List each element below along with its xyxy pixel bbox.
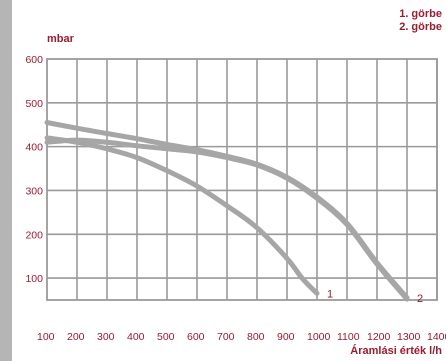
y-axis-label: mbar <box>47 33 74 45</box>
legend-entry-1: 1. görbe <box>399 8 442 20</box>
curves <box>44 120 410 302</box>
x-tick-label: 100 <box>37 331 55 343</box>
curve-series-1 <box>44 135 320 296</box>
x-axis-ticks: 100 200 300 400 500 600 700 800 900 1000 1100 1200 1… <box>37 331 446 343</box>
y-tick-label: 200 <box>25 229 43 241</box>
x-tick-label: 1100 <box>337 331 360 343</box>
x-tick-label: 800 <box>247 331 265 343</box>
y-tick-label: 400 <box>25 142 43 154</box>
x-tick-label: 500 <box>157 331 175 343</box>
x-tick-label: 1300 <box>397 331 421 343</box>
x-tick-label: 300 <box>97 331 115 343</box>
y-tick-label: 500 <box>25 98 43 110</box>
x-axis-label: Áramlási érték l/h <box>350 345 442 357</box>
y-tick-label: 100 <box>25 273 43 285</box>
x-tick-label: 200 <box>67 331 85 343</box>
x-tick-label: 1200 <box>367 331 391 343</box>
x-tick-label: 700 <box>217 331 235 343</box>
x-tick-label: 600 <box>187 331 205 343</box>
curve-series-3 <box>44 137 410 302</box>
curve-label-2: 2 <box>417 293 423 305</box>
y-axis-ticks: 100 200 300 400 500 600 <box>25 54 43 285</box>
legend-entry-2: 2. görbe <box>399 21 442 33</box>
x-tick-label: 400 <box>127 331 145 343</box>
x-tick-label: 900 <box>277 331 295 343</box>
y-tick-label: 600 <box>25 54 43 66</box>
side-bar <box>0 0 12 361</box>
y-tick-label: 300 <box>25 185 43 197</box>
x-tick-label: 1400 <box>427 331 446 343</box>
x-tick-label: 1000 <box>307 331 331 343</box>
curve-label-1: 1 <box>327 288 333 300</box>
